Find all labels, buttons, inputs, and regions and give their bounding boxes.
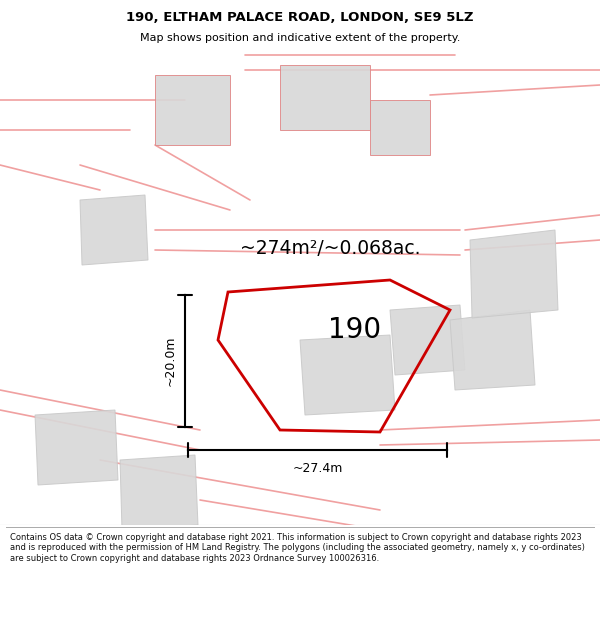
Polygon shape (470, 230, 558, 318)
Polygon shape (80, 195, 148, 265)
Polygon shape (370, 100, 430, 155)
Polygon shape (390, 305, 465, 375)
Text: ~27.4m: ~27.4m (292, 462, 343, 475)
Polygon shape (155, 75, 230, 145)
Polygon shape (35, 410, 118, 485)
Text: 190: 190 (328, 316, 382, 344)
Polygon shape (280, 65, 370, 130)
Text: ~20.0m: ~20.0m (164, 336, 177, 386)
Text: Map shows position and indicative extent of the property.: Map shows position and indicative extent… (140, 32, 460, 43)
Text: Contains OS data © Crown copyright and database right 2021. This information is : Contains OS data © Crown copyright and d… (10, 533, 585, 562)
Polygon shape (300, 335, 395, 415)
Text: 190, ELTHAM PALACE ROAD, LONDON, SE9 5LZ: 190, ELTHAM PALACE ROAD, LONDON, SE9 5LZ (126, 11, 474, 24)
Polygon shape (120, 455, 198, 530)
Text: ~274m²/~0.068ac.: ~274m²/~0.068ac. (240, 239, 420, 258)
Polygon shape (450, 310, 535, 390)
